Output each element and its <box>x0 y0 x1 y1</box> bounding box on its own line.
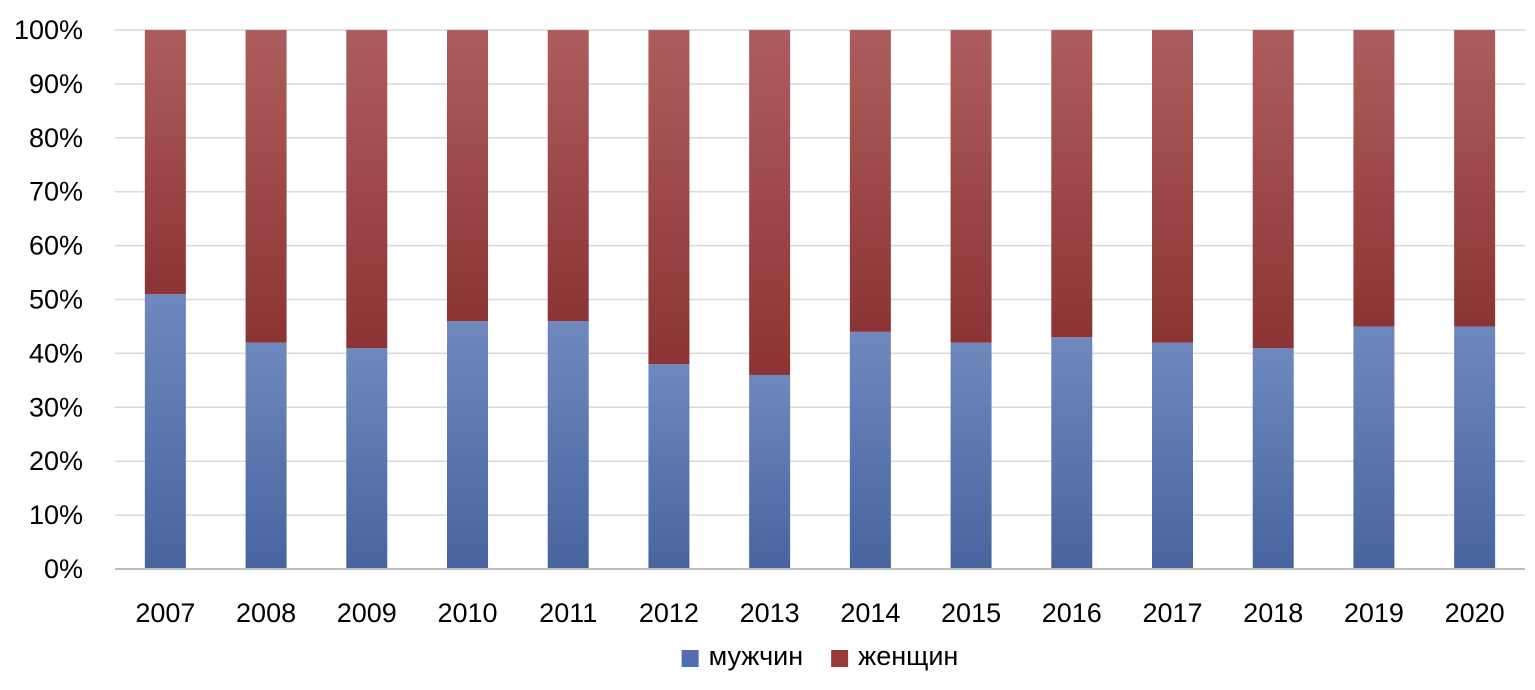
bar-women-2012 <box>648 30 690 365</box>
bar-women-2013 <box>749 30 791 375</box>
bar-women-2007 <box>144 30 186 295</box>
bar-women-2010 <box>447 30 488 322</box>
y-tick-label: 40% <box>29 338 83 368</box>
bar-men-2019 <box>1353 326 1395 569</box>
legend-item-men: мужчин <box>681 641 804 671</box>
bar-women-2020 <box>1454 30 1496 327</box>
x-tick-label: 2011 <box>539 598 597 628</box>
bar-men-2010 <box>447 321 488 569</box>
bar-men-2020 <box>1454 326 1496 569</box>
x-tick-label: 2013 <box>740 598 800 628</box>
y-tick-label: 10% <box>29 500 83 530</box>
bar-men-2014 <box>849 331 891 569</box>
x-tick-label: 2012 <box>639 598 699 628</box>
bar-women-2019 <box>1353 30 1395 327</box>
bar-men-2018 <box>1252 348 1294 569</box>
bars <box>144 30 1496 569</box>
y-tick-label: 20% <box>29 446 83 476</box>
gridlines <box>115 29 1525 516</box>
bar-men-2015 <box>950 342 992 569</box>
bar-women-2015 <box>950 30 992 343</box>
bar-women-2014 <box>849 30 891 332</box>
y-tick-label: 30% <box>29 392 83 422</box>
bar-women-2009 <box>346 30 388 349</box>
bar-women-2018 <box>1252 30 1294 349</box>
bar-men-2009 <box>346 348 388 569</box>
legend: мужчин женщин <box>681 641 958 671</box>
bar-men-2011 <box>547 321 589 569</box>
legend-label: мужчин <box>709 641 804 671</box>
legend-label: женщин <box>858 641 958 671</box>
legend-swatch <box>831 650 849 667</box>
x-tick-label: 2008 <box>236 598 296 628</box>
bar-women-2017 <box>1152 30 1193 343</box>
x-tick-label: 2014 <box>840 598 900 628</box>
bar-women-2008 <box>245 30 287 343</box>
axes: 0% 10% 20% 30% 40% 50% 60% 70% 80% 90% 100% 2007 200… <box>14 15 1525 628</box>
x-tick-label: 2018 <box>1243 598 1303 628</box>
legend-item-women: женщин <box>831 641 958 671</box>
y-tick-label: 50% <box>29 285 83 315</box>
bar-men-2017 <box>1152 342 1193 569</box>
y-tick-label: 90% <box>29 69 83 99</box>
bar-women-2016 <box>1051 30 1093 338</box>
bar-men-2012 <box>648 364 690 569</box>
bar-men-2008 <box>245 342 287 569</box>
y-tick-label: 60% <box>29 231 83 261</box>
y-tick-label: 70% <box>29 177 83 207</box>
x-tick-label: 2017 <box>1142 598 1202 628</box>
x-tick-label: 2016 <box>1042 598 1102 628</box>
x-tick-label: 2019 <box>1344 598 1404 628</box>
x-tick-label: 2010 <box>437 598 497 628</box>
x-tick-label: 2015 <box>941 598 1001 628</box>
bar-women-2011 <box>547 30 589 322</box>
x-tick-label: 2007 <box>135 598 195 628</box>
bar-men-2013 <box>749 374 791 569</box>
x-tick-label: 2020 <box>1445 598 1505 628</box>
bar-men-2007 <box>144 294 186 569</box>
legend-swatch <box>681 650 699 667</box>
x-tick-label: 2009 <box>337 598 397 628</box>
y-tick-label: 0% <box>44 554 83 584</box>
y-tick-label: 80% <box>29 123 83 153</box>
y-tick-label: 100% <box>14 15 83 45</box>
bar-men-2016 <box>1051 337 1093 569</box>
